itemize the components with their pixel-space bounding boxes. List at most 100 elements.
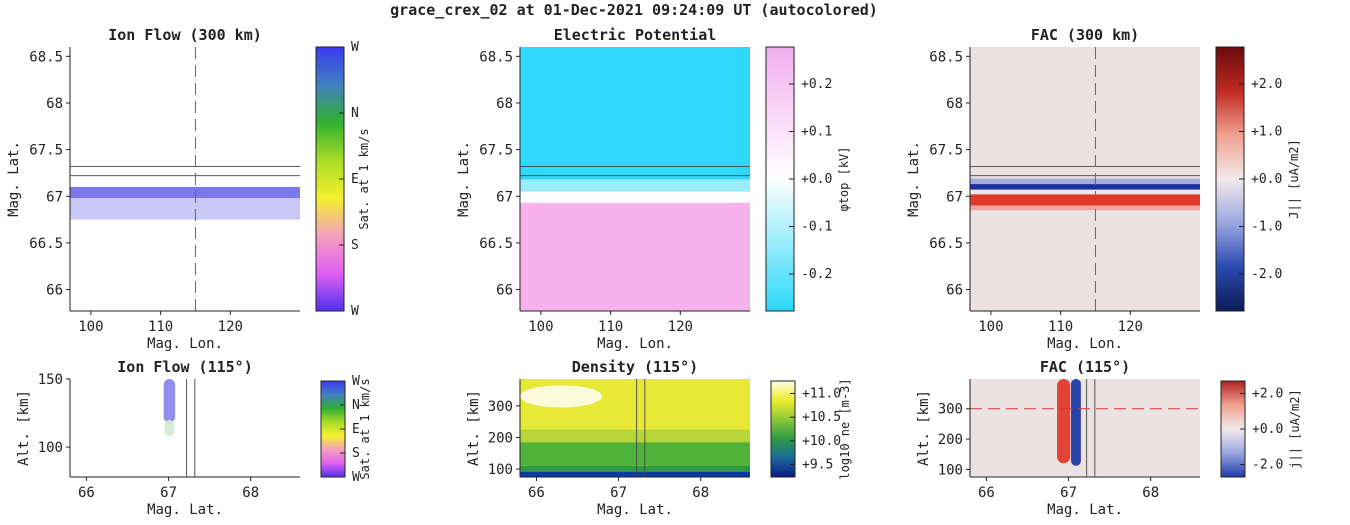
colorbar-label: Sat. at 1 km/s bbox=[358, 378, 372, 479]
colorbar-label: j|| [uA/m2] bbox=[1288, 389, 1302, 468]
data-band bbox=[520, 429, 750, 443]
x-tick-label: 68 bbox=[692, 485, 709, 501]
fac-profile: 66 67 68 300 200 100 FAC (115°) Mag. Lat. Alt. [… bbox=[916, 358, 1302, 518]
x-tick-label: 66 bbox=[978, 485, 995, 501]
y-tick-label: 100 bbox=[38, 440, 63, 456]
y-tick-label: 300 bbox=[938, 402, 963, 418]
colorbar-tick-label: -2.0 bbox=[1251, 267, 1282, 282]
colorbar-tick-label: W bbox=[351, 40, 359, 55]
panel-title: FAC (115°) bbox=[1040, 358, 1130, 376]
y-tick-label: 67 bbox=[46, 189, 63, 205]
colorbar-tick-label: +0.2 bbox=[801, 77, 832, 92]
x-axis-label: Mag. Lon. bbox=[147, 336, 223, 352]
colorbar-label: J|| [uA/m2] bbox=[1287, 139, 1301, 218]
data-region bbox=[164, 419, 175, 437]
y-tick-label: 66.5 bbox=[29, 236, 63, 252]
ion-flow-map: 100 110 120 68.5 68 67.5 67 66.5 66 Ion Flow (300… bbox=[6, 26, 371, 352]
data-region bbox=[520, 385, 603, 408]
colorbar-tick-label: -0.2 bbox=[801, 267, 832, 282]
data-band bbox=[520, 442, 750, 466]
colorbar-tick-label: N bbox=[351, 106, 359, 121]
y-tick-label: 66 bbox=[946, 283, 963, 299]
y-tick-label: 68 bbox=[46, 96, 63, 112]
y-tick-label: 67.5 bbox=[29, 143, 63, 159]
plot-area bbox=[970, 47, 1200, 311]
x-axis-label: Mag. Lon. bbox=[597, 336, 673, 352]
y-axis-label: Alt. [km] bbox=[916, 390, 932, 466]
data-band bbox=[970, 189, 1200, 195]
y-tick-label: 67.5 bbox=[929, 143, 963, 159]
x-tick-label: 110 bbox=[148, 319, 173, 335]
x-tick-label: 120 bbox=[218, 319, 243, 335]
colorbar-tick-label: E bbox=[352, 422, 360, 437]
y-axis-label: Alt. [km] bbox=[466, 390, 482, 466]
data-band bbox=[520, 191, 750, 203]
data-region bbox=[163, 379, 176, 423]
y-axis-label: Alt. [km] bbox=[16, 390, 32, 466]
x-axis-label: Mag. Lon. bbox=[1047, 336, 1123, 352]
ion-flow-profile: 66 67 68 150 100 Ion Flow (115°) Mag. Lat. Alt.… bbox=[16, 358, 372, 518]
x-tick-label: 120 bbox=[668, 319, 693, 335]
y-tick-label: 100 bbox=[488, 462, 513, 478]
y-tick-label: 68 bbox=[946, 96, 963, 112]
potential-map: 100 110 120 68.5 68 67.5 67 66.5 66 Electric Pote… bbox=[456, 26, 851, 352]
y-tick-label: 68 bbox=[496, 96, 513, 112]
colorbar-tick-label: -2.0 bbox=[1252, 458, 1283, 473]
colorbar-tick-label: +2.0 bbox=[1252, 386, 1283, 401]
density-profile: 66 67 68 300 200 100 Density (115°) Mag. Lat. Al… bbox=[466, 358, 852, 518]
plot-background bbox=[70, 47, 300, 311]
colorbar-label: Sat. at 1 km/s bbox=[357, 128, 371, 229]
data-band bbox=[520, 47, 750, 180]
x-tick-label: 67 bbox=[1060, 485, 1077, 501]
figure-title: grace_crex_02 at 01-Dec-2021 09:24:09 UT… bbox=[390, 1, 878, 19]
data-band bbox=[970, 205, 1200, 211]
panel-title: Electric Potential bbox=[554, 26, 717, 44]
panel-title: Ion Flow (300 km) bbox=[108, 26, 262, 44]
panel-title: FAC (300 km) bbox=[1031, 26, 1139, 44]
colorbar-tick-label: N bbox=[352, 398, 360, 413]
x-tick-label: 67 bbox=[610, 485, 627, 501]
y-tick-label: 66 bbox=[46, 283, 63, 299]
colorbar-tick-label: +11.0 bbox=[802, 386, 841, 401]
colorbar-tick-label: +0.0 bbox=[801, 172, 832, 187]
x-tick-label: 68 bbox=[242, 485, 259, 501]
fac-map: 100 110 120 68.5 68 67.5 67 66.5 66 FAC (300 km) M… bbox=[906, 26, 1301, 352]
y-tick-label: 66.5 bbox=[929, 236, 963, 252]
colorbar-tick-label: +1.0 bbox=[1251, 124, 1282, 139]
colorbar-tick-label: W bbox=[351, 304, 359, 319]
plot-background bbox=[70, 379, 300, 477]
colorbar-label: log10 ne [m-3] bbox=[838, 378, 852, 479]
y-tick-label: 200 bbox=[938, 432, 963, 448]
colorbar-tick-label: E bbox=[351, 172, 359, 187]
data-band bbox=[70, 186, 300, 199]
y-tick-label: 68.5 bbox=[29, 49, 63, 65]
x-tick-label: 110 bbox=[598, 319, 623, 335]
x-tick-label: 120 bbox=[1118, 319, 1143, 335]
colorbar-tick-label: +10.0 bbox=[802, 434, 841, 449]
x-tick-label: 100 bbox=[78, 319, 103, 335]
y-tick-label: 67 bbox=[946, 189, 963, 205]
data-band bbox=[520, 471, 750, 477]
y-tick-label: 200 bbox=[488, 430, 513, 446]
colorbar-tick-label: -0.1 bbox=[801, 220, 832, 235]
y-tick-label: 150 bbox=[38, 372, 63, 388]
colorbar-tick-label: W bbox=[352, 374, 360, 389]
x-axis-label: Mag. Lat. bbox=[597, 502, 673, 518]
y-tick-label: 66.5 bbox=[479, 236, 513, 252]
x-tick-label: 68 bbox=[1142, 485, 1159, 501]
colorbar-tick-label: +0.0 bbox=[1251, 172, 1282, 187]
y-axis-label: Mag. Lat. bbox=[906, 141, 922, 217]
y-tick-label: 66 bbox=[496, 283, 513, 299]
x-axis-label: Mag. Lat. bbox=[147, 502, 223, 518]
x-tick-label: 66 bbox=[78, 485, 95, 501]
x-axis-label: Mag. Lat. bbox=[1047, 502, 1123, 518]
y-tick-label: 68.5 bbox=[929, 49, 963, 65]
plot-area bbox=[70, 47, 300, 311]
data-band bbox=[970, 178, 1200, 185]
data-band bbox=[970, 184, 1200, 190]
y-axis-label: Mag. Lat. bbox=[6, 141, 22, 217]
y-tick-label: 68.5 bbox=[479, 49, 513, 65]
data-band bbox=[520, 179, 750, 192]
y-tick-label: 100 bbox=[938, 462, 963, 478]
